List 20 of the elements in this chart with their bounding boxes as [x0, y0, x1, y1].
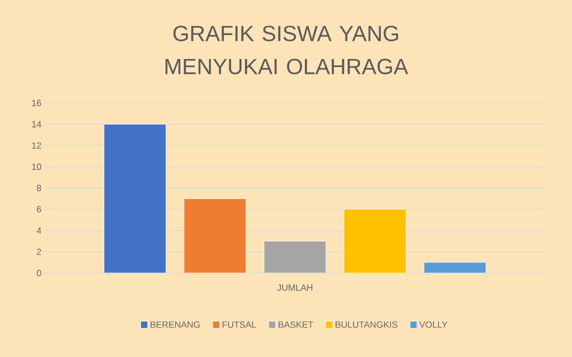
legend-label: BULUTANGKIS	[336, 321, 398, 328]
y-tick-label: 16	[32, 100, 42, 106]
y-tick-label: 8	[36, 184, 42, 192]
bar	[184, 198, 246, 273]
legend-label: BERENANG	[150, 321, 200, 328]
legend-label: VOLLY	[419, 321, 448, 328]
y-tick-label: 6	[36, 206, 42, 212]
chart-title: GRAFIK SISWA YANG MENYUKAI OLAHRAGA	[166, 26, 408, 74]
y-tick-label: 0	[36, 270, 42, 276]
y-tick-label: 10	[32, 164, 42, 170]
bar	[344, 209, 406, 273]
legend-label: FUTSAL	[222, 321, 256, 328]
y-tick-label: 14	[32, 121, 42, 128]
bar	[104, 124, 166, 273]
bar	[424, 262, 486, 273]
x-tick-label: JUMLAH	[277, 284, 312, 291]
legend-label: BASKET	[278, 321, 314, 328]
y-tick-label: 4	[36, 227, 42, 234]
y-tick-label: 12	[32, 142, 42, 149]
y-tick-label: 2	[36, 248, 42, 255]
